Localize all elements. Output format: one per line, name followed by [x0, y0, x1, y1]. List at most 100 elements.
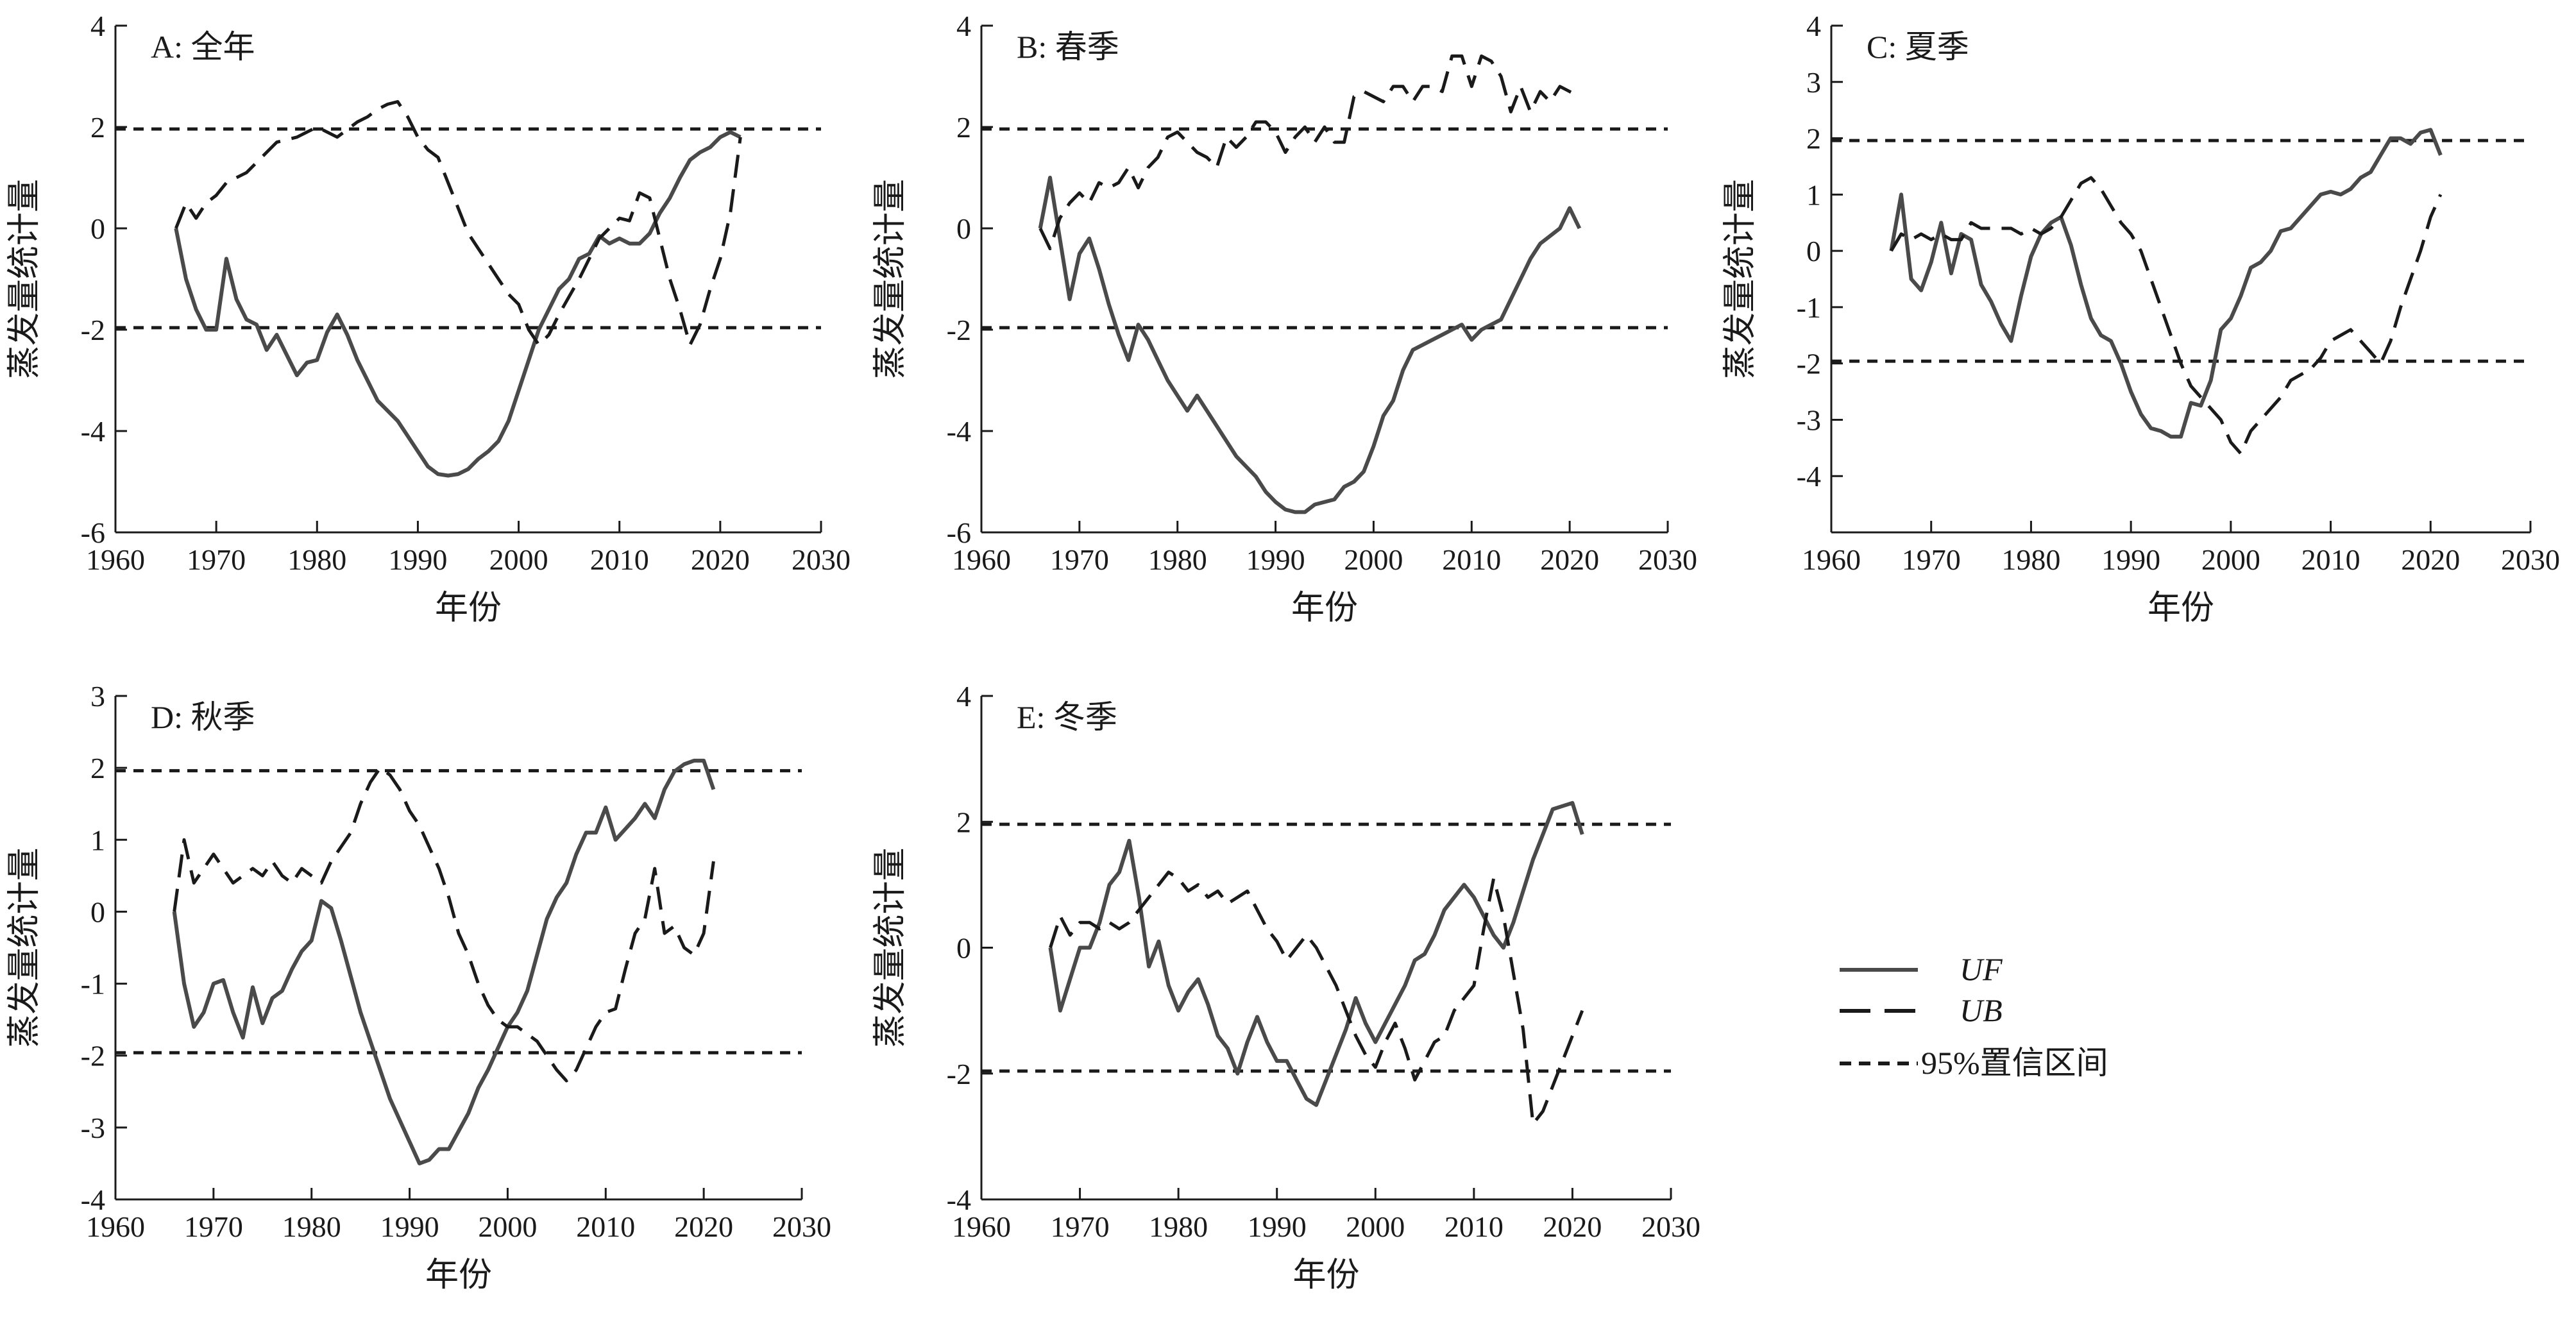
- chart-4-series-uf: [172, 758, 716, 1165]
- chart-3-x-tick-label: 2010: [2301, 543, 2360, 576]
- chart-4-series-ub: [173, 766, 715, 1083]
- legend: UF UB 95%置信区间: [1840, 951, 2108, 1081]
- chart-2-series-uf: [1038, 176, 1582, 514]
- chart-3-y-tick-label: 2: [1806, 123, 1821, 155]
- chart-1-x-tick-label: 1970: [187, 543, 246, 576]
- chart-3-y-tick-label: -2: [1797, 348, 1821, 380]
- chart-5-series-ub: [1049, 870, 1584, 1126]
- chart-4-y-tick-label: -2: [81, 1040, 105, 1072]
- chart-1-y-tick-label: -4: [81, 415, 105, 448]
- chart-3-title: C: 夏季: [1867, 29, 1969, 65]
- chart-1-y-tick-label: 4: [90, 10, 105, 42]
- chart-4-y-tick-label: -3: [81, 1112, 105, 1144]
- chart-2-x-tick-label: 1990: [1246, 543, 1305, 576]
- chart-1-title: A: 全年: [151, 29, 255, 65]
- chart-2-series-ub: [1038, 54, 1580, 251]
- chart-1-series-ub: [174, 100, 742, 347]
- chart-1: -6 -4 -2 0 2 4 1960 1970 1980 1990 2000 2010 2020 203…: [6, 10, 851, 627]
- chart-4-y-tick-label: 1: [90, 824, 105, 856]
- legend-uf-label: UF: [1960, 951, 2003, 987]
- chart-1-y-label: 蒸发量统计量: [6, 179, 43, 379]
- chart-5-y-tick-label: -2: [947, 1058, 971, 1090]
- chart-1-y-tick-label: 2: [90, 111, 105, 144]
- chart-2-y-tick-label: 0: [956, 212, 971, 245]
- chart-2-x-label: 年份: [1291, 590, 1358, 627]
- chart-2-x-tick-label: 2030: [1638, 543, 1697, 576]
- chart-1-y-tick-label: -6: [81, 516, 105, 549]
- chart-1-x-tick-label: 2010: [590, 543, 649, 576]
- chart-3-x-tick-label: 2030: [2501, 543, 2560, 576]
- chart-4-y-tick-label: -1: [81, 968, 105, 1001]
- chart-2-y-tick-label: 2: [956, 111, 971, 144]
- chart-3-x-label: 年份: [2148, 590, 2214, 627]
- chart-1-y-tick-label: 0: [90, 212, 105, 245]
- chart-1-x-label: 年份: [435, 590, 502, 627]
- chart-3-x-tick-label: 2020: [2401, 543, 2460, 576]
- chart-2-y-tick-label: 4: [956, 10, 971, 42]
- chart-4: -4 -3 -2 -1 0 1 2 3 1960 1970 1980 1990 2000 2010 2020…: [6, 680, 831, 1294]
- chart-5-series-uf: [1048, 800, 1584, 1107]
- chart-5-x-tick-label: 1970: [1051, 1210, 1110, 1243]
- chart-3-y-tick-label: 0: [1806, 235, 1821, 267]
- chart-3-x-tick-label: 1960: [1802, 543, 1861, 576]
- chart-3-y-tick-label: 3: [1806, 66, 1821, 99]
- chart-4-x-tick-label: 1980: [282, 1210, 341, 1243]
- chart-2-x-tick-label: 1960: [952, 543, 1011, 576]
- chart-4-y-tick-label: 2: [90, 752, 105, 784]
- chart-4-x-tick-label: 2020: [674, 1210, 733, 1243]
- legend-ub-label: UB: [1960, 992, 2003, 1028]
- chart-4-x-tick-label: 2010: [576, 1210, 635, 1243]
- chart-3-x-tick-label: 1970: [1902, 543, 1961, 576]
- chart-5-y-label: 蒸发量统计量: [872, 847, 909, 1047]
- chart-2-x-tick-label: 2000: [1344, 543, 1403, 576]
- chart-4-title: D: 秋季: [151, 699, 255, 735]
- chart-5-x-tick-label: 1980: [1149, 1210, 1208, 1243]
- chart-3-y-tick-label: 1: [1806, 178, 1821, 211]
- chart-3-y-tick-label: -3: [1797, 403, 1821, 436]
- chart-1-y-tick-label: -2: [81, 314, 105, 346]
- chart-1-x-tick-label: 1990: [388, 543, 447, 576]
- chart-3-series-uf: [1889, 128, 2443, 439]
- chart-2-title: B: 春季: [1017, 29, 1119, 65]
- chart-5-x-tick-label: 2020: [1543, 1210, 1602, 1243]
- chart-4-y-label: 蒸发量统计量: [6, 847, 43, 1047]
- chart-1-x-tick-label: 2000: [489, 543, 548, 576]
- chart-4-y-tick-label: 3: [90, 680, 105, 713]
- chart-5-y-tick-label: 2: [956, 806, 971, 838]
- chart-2-y-tick-label: -4: [947, 415, 971, 448]
- chart-4-x-tick-label: 2030: [772, 1210, 831, 1243]
- chart-2-y-label: 蒸发量统计量: [872, 179, 909, 379]
- chart-1-series-uf: [174, 130, 741, 478]
- chart-5-title: E: 冬季: [1017, 699, 1117, 735]
- chart-5-x-tick-label: 1990: [1248, 1210, 1307, 1243]
- chart-2-y-tick-label: -6: [947, 516, 971, 549]
- chart-3-x-tick-label: 1990: [2101, 543, 2160, 576]
- chart-3-y-tick-label: -4: [1797, 460, 1821, 493]
- chart-2-x-tick-label: 1970: [1050, 543, 1109, 576]
- chart-4-x-label: 年份: [425, 1257, 492, 1294]
- chart-3-y-tick-label: -1: [1797, 291, 1821, 324]
- chart-4-x-tick-label: 1960: [86, 1210, 145, 1243]
- chart-1-x-tick-label: 2020: [691, 543, 750, 576]
- chart-5: -4 -2 0 2 4 1960 1970 1980 1990 2000 2010 2020 2030 E…: [872, 680, 1700, 1294]
- chart-5-x-tick-label: 1960: [952, 1210, 1011, 1243]
- chart-2-x-tick-label: 2020: [1540, 543, 1599, 576]
- chart-5-x-tick-label: 2010: [1445, 1210, 1504, 1243]
- chart-4-y-tick-label: -4: [81, 1183, 105, 1216]
- chart-5-y-tick-label: 0: [956, 932, 971, 965]
- chart-3: -4 -3 -2 -1 0 1 2 3 4 1960 1970 1980 1990 2000 2010 202…: [1722, 10, 2560, 627]
- chart-5-x-tick-label: 2030: [1641, 1210, 1700, 1243]
- chart-4-y-tick-label: 0: [90, 895, 105, 928]
- chart-2: -6 -4 -2 0 2 4 1960 1970 1980 1990 2000 2010 2020 203…: [872, 10, 1697, 627]
- chart-1-x-tick-label: 1980: [287, 543, 346, 576]
- chart-4-x-tick-label: 1990: [380, 1210, 439, 1243]
- chart-5-x-label: 年份: [1292, 1257, 1359, 1294]
- legend-ci-label: 95%置信区间: [1921, 1045, 2108, 1081]
- chart-5-y-tick-label: -4: [947, 1183, 971, 1216]
- chart-3-x-tick-label: 1980: [2001, 543, 2060, 576]
- chart-5-x-tick-label: 2000: [1346, 1210, 1405, 1243]
- chart-2-x-tick-label: 1980: [1148, 543, 1207, 576]
- chart-4-x-tick-label: 2000: [478, 1210, 537, 1243]
